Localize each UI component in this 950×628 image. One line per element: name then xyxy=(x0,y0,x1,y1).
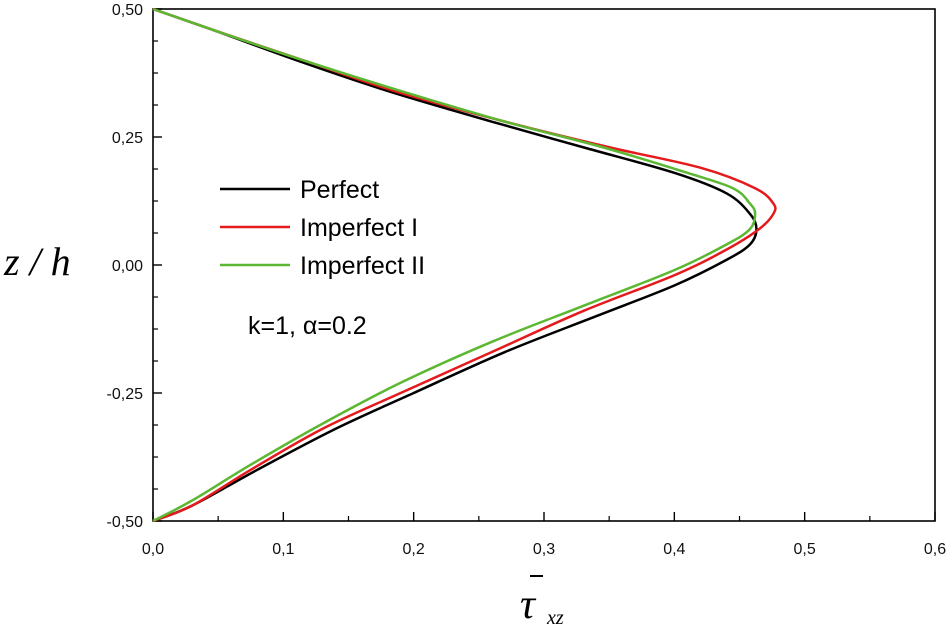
x-tick-label: 0,4 xyxy=(663,541,685,558)
x-tick-label: 0,6 xyxy=(924,541,946,558)
x-axis-label-subscript: xz xyxy=(546,607,564,628)
y-tick-labels: -0,50 -0,25 0,00 0,25 0,50 xyxy=(107,2,144,531)
legend: Perfect Imperfect I Imperfect II xyxy=(220,176,425,280)
legend-label-perfect: Perfect xyxy=(300,176,379,204)
y-tick-label: -0,50 xyxy=(107,514,144,531)
x-axis-label-symbol: τ xyxy=(520,582,537,628)
series-line-imperfect-2 xyxy=(152,7,757,523)
x-tick-label: 0,5 xyxy=(794,541,816,558)
legend-label-imperfect-2: Imperfect II xyxy=(300,252,425,280)
x-tick-label: 0,3 xyxy=(533,541,555,558)
x-axis-label: τ xz xyxy=(520,575,564,628)
series-line-perfect xyxy=(152,7,758,523)
x-tick-label: 0,2 xyxy=(403,541,425,558)
y-tick-label: 0,50 xyxy=(112,2,143,19)
series-line-imperfect-1 xyxy=(152,7,777,523)
y-tick-label: 0,25 xyxy=(112,130,143,147)
x-tick-label: 0,1 xyxy=(272,541,294,558)
y-tick-label: 0,00 xyxy=(112,258,143,275)
series-group xyxy=(152,7,777,523)
x-tick-label: 0,0 xyxy=(142,541,164,558)
y-tick-label: -0,25 xyxy=(107,386,144,403)
x-tick-labels: 0,0 0,1 0,2 0,3 0,4 0,5 0,6 xyxy=(142,541,946,558)
parameter-annotation: k=1, α=0.2 xyxy=(248,312,367,340)
y-axis-label: z / h xyxy=(3,239,71,284)
legend-label-imperfect-1: Imperfect I xyxy=(300,214,418,242)
